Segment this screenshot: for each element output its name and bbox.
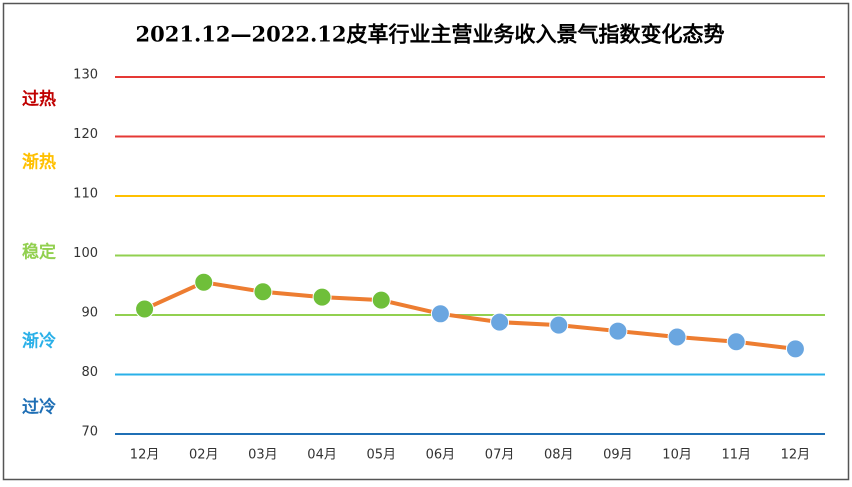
zone-label: 过冷 [22, 397, 56, 418]
data-point [430, 304, 450, 324]
y-tick-label: 90 [81, 306, 98, 321]
data-point [549, 315, 569, 335]
data-point [608, 321, 628, 341]
x-tick-label: 02月 [189, 448, 219, 463]
data-point [312, 287, 332, 307]
zone-label: 渐热 [22, 152, 56, 173]
data-point [253, 282, 273, 302]
zone-label: 稳定 [22, 242, 56, 263]
data-point [785, 339, 805, 359]
y-tick-label: 100 [73, 246, 98, 261]
x-tick-label: 09月 [603, 448, 633, 463]
y-tick-label: 70 [81, 425, 98, 440]
frame [2, 2, 850, 481]
zone-label: 过热 [22, 89, 56, 110]
x-tick-label: 07月 [485, 448, 515, 463]
x-tick-label: 06月 [426, 448, 456, 463]
data-point [194, 272, 214, 292]
series-line [143, 280, 796, 351]
data-point [726, 332, 746, 352]
y-tick-label: 120 [73, 127, 98, 142]
x-tick-label: 12月 [781, 448, 811, 463]
data-point [667, 327, 687, 347]
data-point [135, 299, 155, 319]
x-tick-label: 10月 [662, 448, 692, 463]
data-point [371, 290, 391, 310]
data-point [490, 312, 510, 332]
x-tick-label: 03月 [248, 448, 278, 463]
y-tick-label: 110 [73, 187, 98, 202]
x-tick-label: 05月 [366, 448, 396, 463]
y-tick-label: 130 [73, 68, 98, 83]
x-tick-label: 08月 [544, 448, 574, 463]
zone-label: 渐冷 [22, 331, 56, 352]
x-tick-label: 04月 [307, 448, 337, 463]
y-tick-label: 80 [81, 365, 98, 380]
x-tick-label: 11月 [721, 448, 751, 463]
x-tick-label: 12月 [130, 448, 160, 463]
chart-title: 2021.12—2022.12皮革行业主营业务收入景气指数变化态势 [136, 22, 725, 47]
